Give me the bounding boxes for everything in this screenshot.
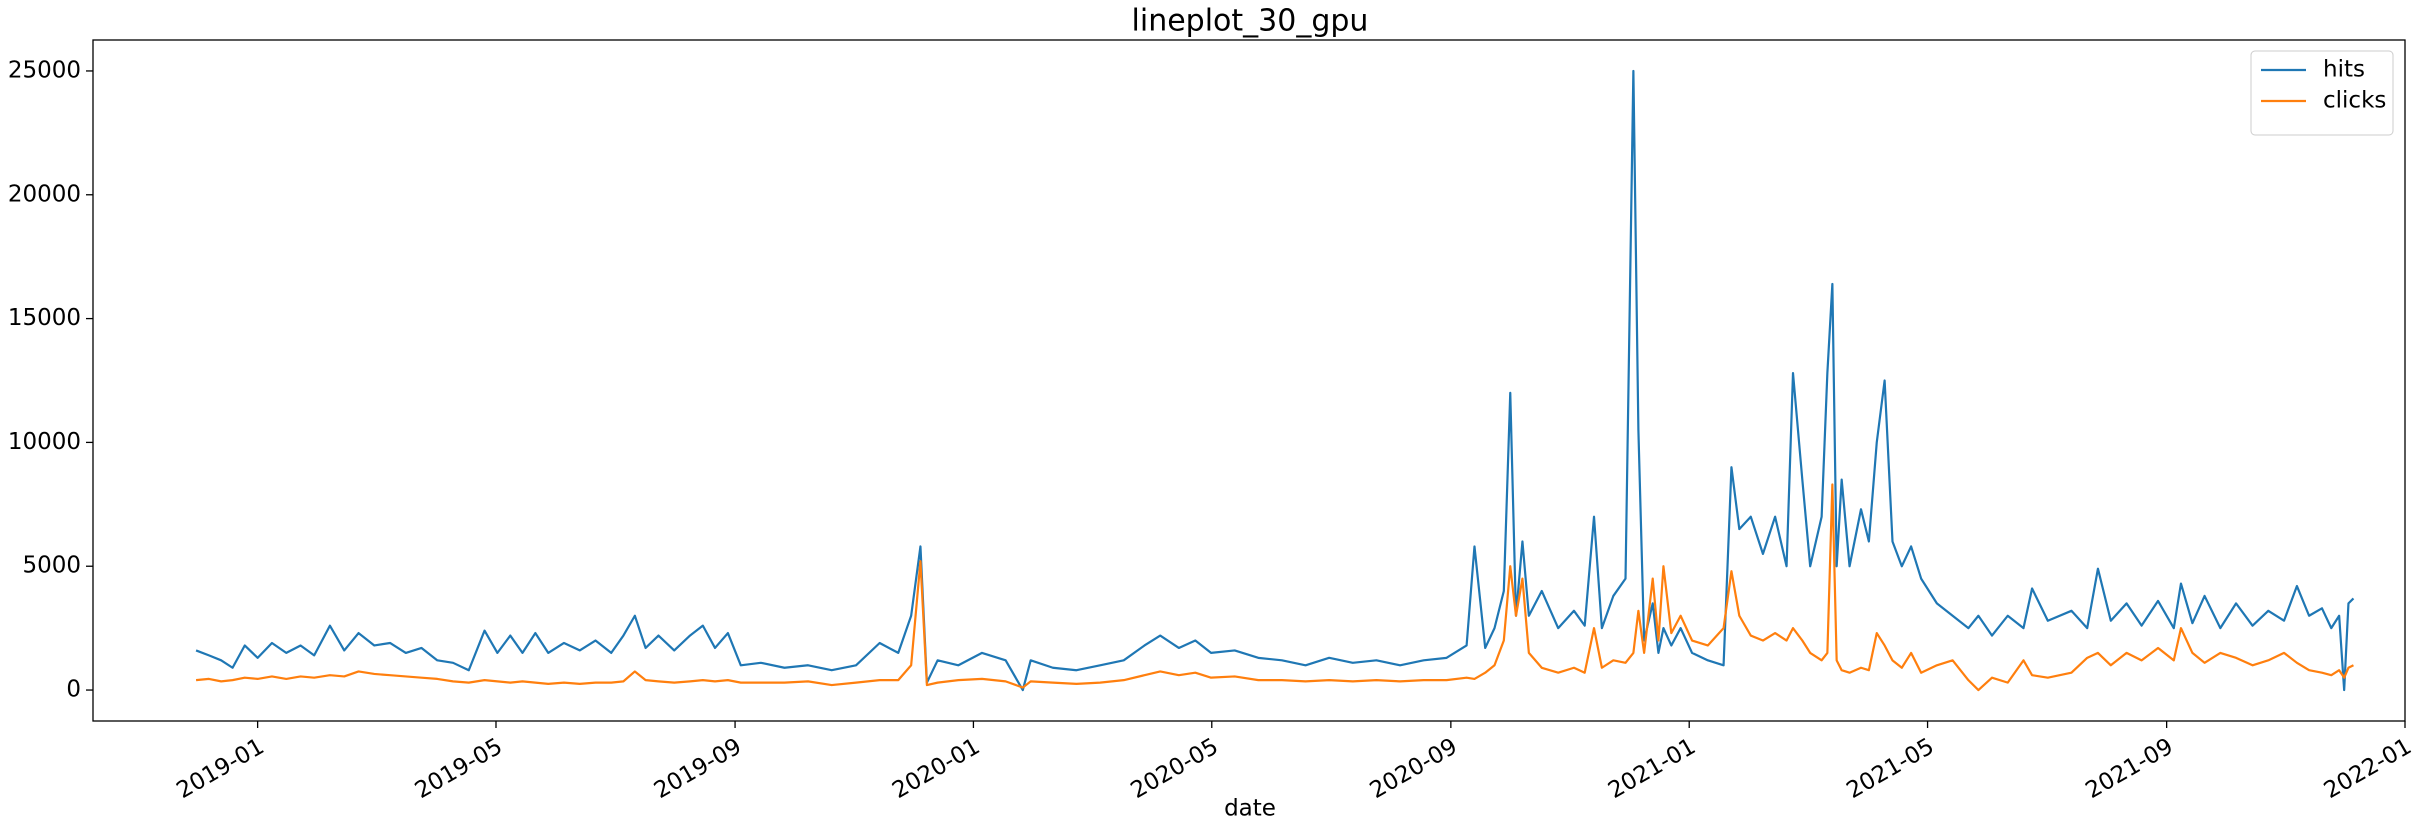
legend-label: clicks	[2323, 88, 2386, 114]
x-tick-label: 2022-01	[2320, 734, 2416, 805]
x-tick-label: 2021-01	[1604, 734, 1700, 805]
x-axis-label: date	[1224, 796, 1276, 822]
legend-box	[2250, 50, 2394, 136]
y-tick-label: 25000	[8, 57, 81, 83]
x-tick-label: 2021-05	[1842, 734, 1938, 805]
x-tick-label: 2019-09	[650, 734, 746, 805]
y-tick-label: 10000	[8, 429, 81, 455]
x-tick-label: 2020-01	[888, 734, 984, 805]
x-tick-label: 2020-05	[1127, 734, 1223, 805]
x-tick-label: 2020-09	[1366, 734, 1462, 805]
chart-title: lineplot_30_gpu	[1132, 4, 1369, 39]
legend: hits clicks	[2250, 50, 2394, 136]
x-tick-label: 2019-01	[172, 734, 268, 805]
series-line	[195, 483, 2354, 692]
series-line	[195, 69, 2355, 692]
legend-label: hits	[2323, 57, 2365, 83]
y-tick-label: 0	[66, 677, 81, 703]
y-tick-label: 5000	[22, 553, 81, 579]
x-tick-label: 2019-05	[411, 734, 507, 805]
y-tick-label: 20000	[8, 181, 81, 207]
y-tick-label: 15000	[8, 305, 81, 331]
plot-frame	[92, 39, 2406, 722]
x-tick-label: 2021-09	[2081, 734, 2177, 805]
